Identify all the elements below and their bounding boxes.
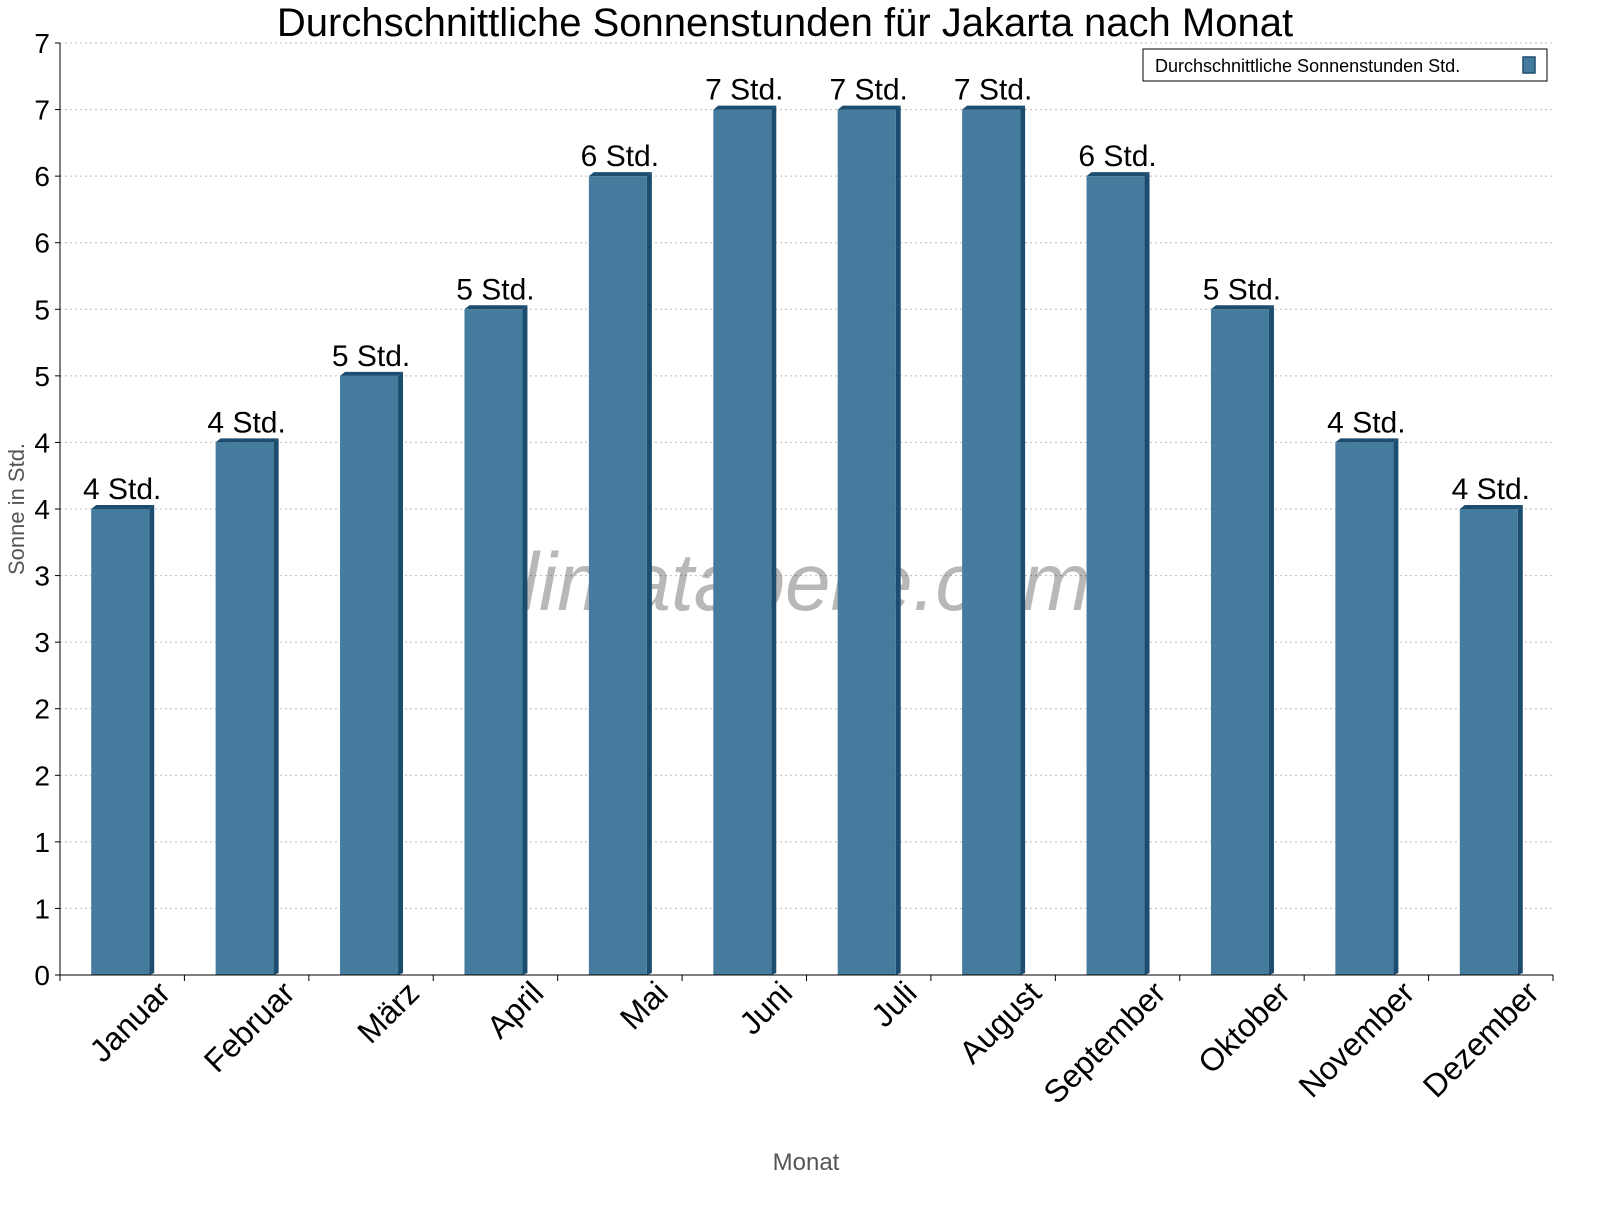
data-label: 7 Std. [954, 74, 1032, 107]
x-tick-label: September [1036, 974, 1172, 1110]
y-tick-label: 6 [34, 228, 50, 259]
y-tick-label: 4 [34, 494, 50, 525]
y-tick-label: 3 [34, 561, 50, 592]
bar-side [646, 172, 652, 976]
x-tick-label: Dezember [1416, 974, 1546, 1104]
bar-top [464, 305, 528, 310]
x-tick-label: August [952, 974, 1048, 1070]
y-tick-label: 1 [34, 827, 50, 858]
bar-top [1459, 505, 1523, 509]
data-label: 7 Std. [705, 74, 783, 107]
y-axis: 0 1 1 2 2 3 3 4 4 5 5 6 6 7 7 [34, 28, 61, 991]
data-label: 6 Std. [581, 140, 659, 173]
x-tick-label: April [480, 974, 551, 1045]
y-tick-label: 2 [34, 760, 50, 791]
bar [464, 309, 523, 975]
bar-side [1517, 505, 1523, 975]
data-label: 4 Std. [1327, 406, 1405, 439]
x-tick-label: Juni [732, 974, 799, 1041]
y-tick-label: 5 [34, 361, 50, 392]
data-label: 5 Std. [456, 273, 534, 306]
bar-side [1268, 305, 1274, 975]
data-label: 7 Std. [830, 74, 908, 107]
y-tick-label: 6 [34, 161, 50, 192]
bar-top [340, 371, 404, 376]
legend-swatch [1522, 56, 1536, 74]
bar-side [522, 305, 528, 975]
x-tick-label: Januar [83, 974, 178, 1069]
bar-top [837, 105, 901, 110]
legend-label: Durchschnittliche Sonnenstunden Std. [1155, 56, 1460, 76]
legend-box [1142, 48, 1548, 82]
bar [91, 509, 150, 975]
bar-top [1210, 305, 1274, 310]
chart-title: Durchschnittliche Sonnenstunden für Jaka… [277, 1, 1293, 45]
y-tick-label: 5 [34, 294, 50, 325]
data-label: 4 Std. [1452, 473, 1530, 506]
bar-side [273, 438, 279, 975]
y-tick-label: 7 [34, 28, 50, 59]
bar [713, 109, 772, 976]
bar-top [91, 505, 155, 509]
bar-side [1393, 438, 1399, 975]
bar-top [1335, 438, 1399, 443]
bars: 4 Std. 4 Std. 5 Std. 5 Std. 6 Std. 7 Std. 7 St… [83, 74, 1530, 976]
data-label: 5 Std. [332, 340, 410, 373]
bar [1459, 509, 1518, 975]
y-axis-label: Sonne in Std. [4, 443, 29, 575]
x-axis: Januar Februar März April Mai Juni Juli AugustS… [59, 974, 1554, 1111]
gridlines [60, 42, 1553, 909]
x-tick-label: März [350, 974, 426, 1050]
y-tick-label: 4 [34, 427, 50, 458]
x-tick-label: Oktober [1191, 974, 1297, 1080]
bar-top [215, 438, 279, 443]
y-tick-label: 3 [34, 627, 50, 658]
x-tick-label: November [1291, 974, 1421, 1104]
bar-side [1020, 105, 1026, 976]
data-label: 4 Std. [83, 473, 161, 506]
x-tick-label: Juli [864, 974, 923, 1033]
bar [340, 375, 399, 975]
bar [962, 109, 1021, 976]
data-label: 5 Std. [1203, 273, 1281, 306]
x-tick-label: Februar [197, 974, 302, 1079]
bar-top [588, 172, 652, 177]
bar [588, 176, 647, 976]
bar-side [149, 505, 155, 975]
y-tick-label: 7 [34, 95, 50, 126]
legend: Durchschnittliche Sonnenstunden Std. [1142, 48, 1548, 82]
bar-top [713, 105, 777, 110]
bar-side [895, 105, 901, 976]
bar-side [398, 371, 404, 975]
y-tick-label: 0 [34, 960, 50, 991]
bar-top [1086, 172, 1150, 177]
bar [837, 109, 896, 976]
bar-side [771, 105, 777, 976]
x-axis-label: Monat [773, 1149, 840, 1176]
bar [1086, 176, 1145, 976]
data-label: 6 Std. [1078, 140, 1156, 173]
bar [1335, 442, 1394, 975]
bar-side [1144, 172, 1150, 976]
y-tick-label: 2 [34, 694, 50, 725]
data-label: 4 Std. [207, 406, 285, 439]
bar [1210, 309, 1269, 975]
y-tick-label: 1 [34, 893, 50, 924]
bar [215, 442, 274, 975]
x-tick-label: Mai [613, 974, 675, 1036]
bar-top [962, 105, 1026, 110]
